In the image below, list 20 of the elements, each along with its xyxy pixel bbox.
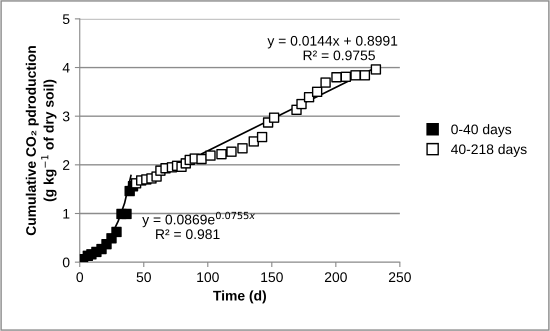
y-tick-label: 2 xyxy=(63,160,70,170)
legend-label: 0-40 days xyxy=(451,124,512,138)
annotation: R² = 0.9755 xyxy=(304,50,375,60)
x-tick-label: 50 xyxy=(136,272,151,282)
x-tick-label: 100 xyxy=(197,272,219,282)
x-tick-label: 0 xyxy=(76,272,84,282)
annotation: y = 0.0144x + 0.8991 xyxy=(267,36,398,48)
y-axis-title: Cumulative CO₂ pdroduction (g kg$^{−1}$ of dry soil) xyxy=(26,46,57,236)
x-tick-label: 250 xyxy=(388,272,411,282)
y-tick-label: 1 xyxy=(63,208,70,219)
legend-label: 40-218 days xyxy=(451,144,527,157)
y-tick-label: 3 xyxy=(62,112,70,122)
annotation: R² = 0.981 xyxy=(156,229,220,240)
x-tick-label: 200 xyxy=(324,272,347,282)
x-axis-title: Time (d) xyxy=(213,290,266,304)
y-tick-label: 5 xyxy=(62,14,70,24)
y-tick-label: 0 xyxy=(62,257,70,268)
x-tick-label: 150 xyxy=(261,272,283,282)
y-tick-label: 4 xyxy=(62,63,70,73)
annotation: y = 0.0869e$^{0.0755x}$ xyxy=(142,212,256,228)
